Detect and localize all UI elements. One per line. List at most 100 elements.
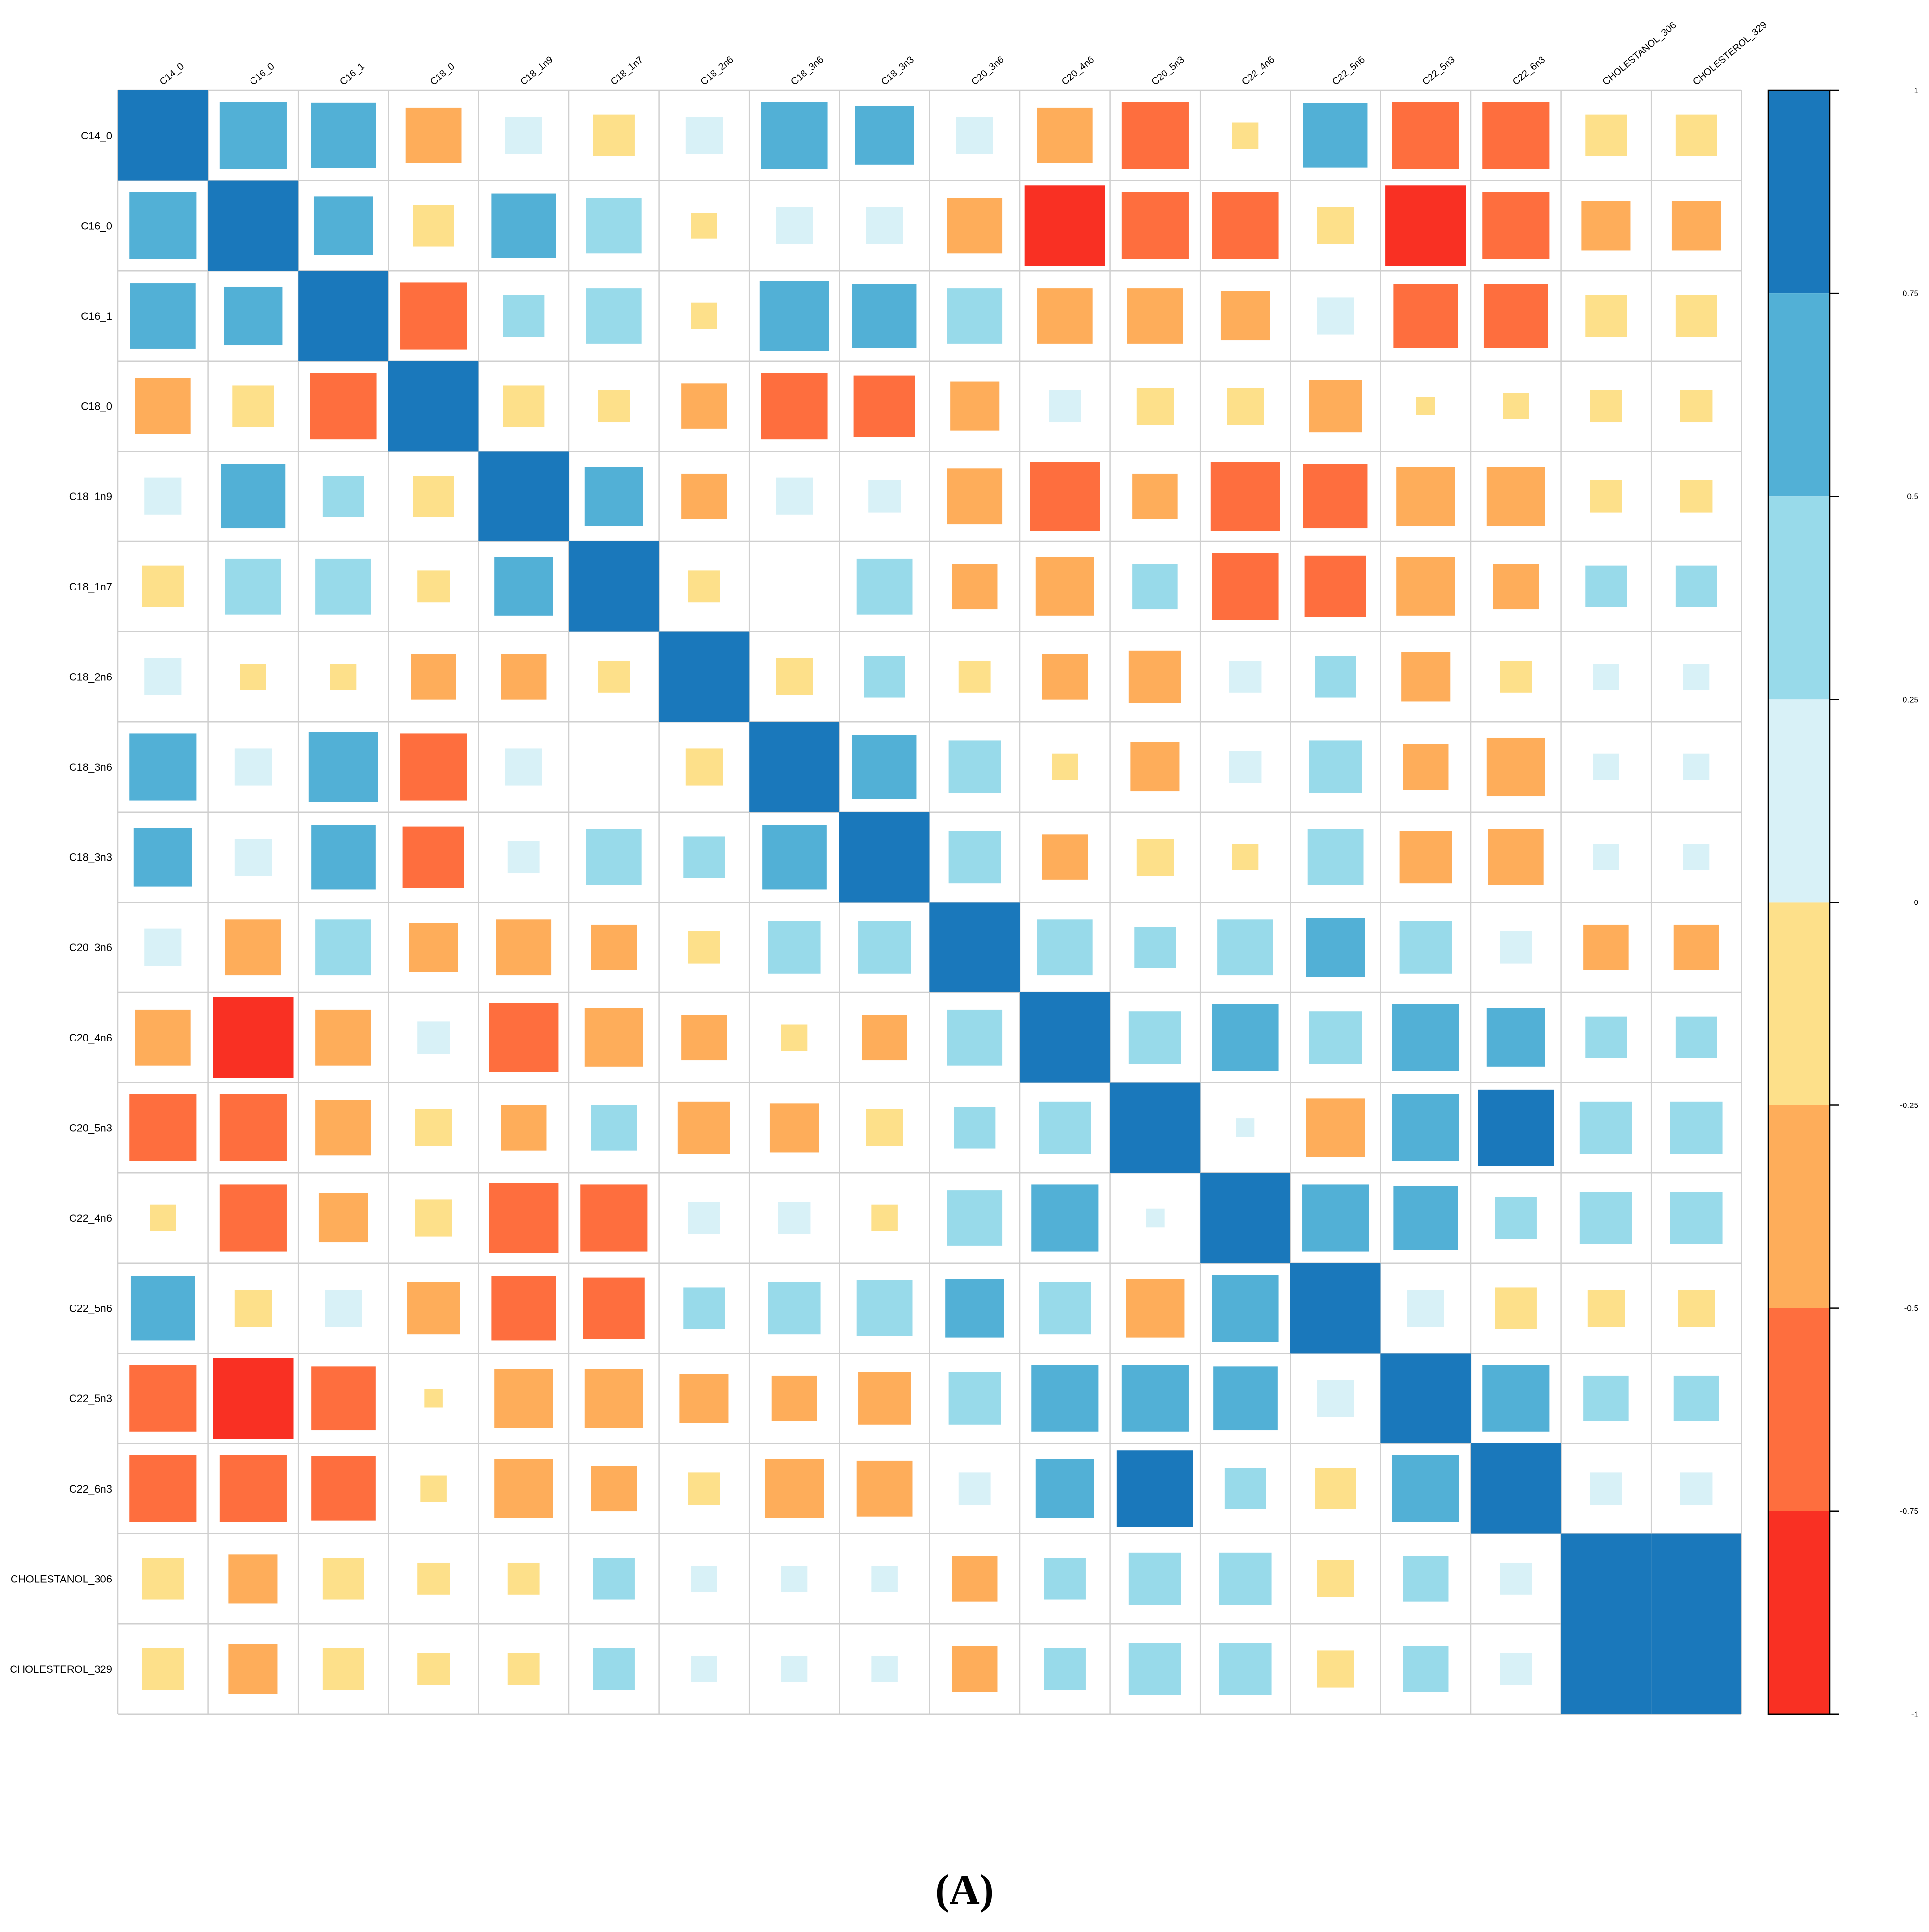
row-label: C18_1n7 — [69, 581, 112, 593]
matrix-cell-C18_3n3-C18_2n6 — [683, 836, 725, 878]
matrix-cell-CHOLESTANOL_306-C16_1 — [322, 1558, 364, 1600]
matrix-cell-C18_1n7-C14_0 — [142, 565, 184, 607]
matrix-cell-C22_5n3-C16_0 — [213, 1358, 294, 1439]
matrix-cell-C18_1n9-CHOLESTEROL_329 — [1680, 480, 1713, 513]
matrix-cell-C18_3n3-CHOLESTEROL_329 — [1683, 844, 1710, 870]
matrix-cell-C16_1-C18_3n6 — [759, 281, 829, 351]
matrix-cell-C20_5n3-C20_5n3 — [1110, 1082, 1201, 1173]
row-label: C22_5n3 — [69, 1393, 112, 1405]
matrix-cell-CHOLESTEROL_329-C20_4n6 — [1044, 1648, 1086, 1690]
matrix-cell-C16_0-C18_1n7 — [586, 198, 642, 254]
matrix-cell-C18_3n6-C22_5n3 — [1403, 744, 1449, 790]
matrix-cell-C18_1n9-C16_0 — [221, 464, 286, 529]
matrix-cell-C18_2n6-C22_4n6 — [1229, 660, 1262, 693]
matrix-cell-CHOLESTANOL_306-CHOLESTANOL_306 — [1561, 1533, 1652, 1624]
matrix-cell-C20_4n6-C14_0 — [135, 1009, 191, 1066]
matrix-cell-C22_6n3-C18_2n6 — [688, 1472, 720, 1505]
row-label: C14_0 — [81, 130, 112, 142]
matrix-cell-C16_0-C22_5n6 — [1317, 207, 1354, 244]
matrix-cell-C16_1-C22_5n3 — [1393, 284, 1458, 348]
matrix-cell-C20_3n6-C18_1n7 — [591, 924, 637, 970]
matrix-cell-C18_1n9-C18_0 — [413, 476, 454, 517]
matrix-cell-CHOLESTANOL_306-C22_4n6 — [1219, 1552, 1272, 1605]
matrix-cell-CHOLESTEROL_329-C18_2n6 — [691, 1656, 717, 1682]
matrix-cell-C18_1n7-CHOLESTANOL_306 — [1585, 565, 1627, 607]
matrix-cell-C18_0-C18_3n6 — [761, 373, 828, 440]
matrix-cell-C18_1n7-C22_5n3 — [1396, 557, 1455, 616]
row-label: C22_6n3 — [69, 1483, 112, 1495]
legend-tick-label: 0.5 — [1907, 492, 1918, 501]
matrix-cell-C20_4n6-C22_6n3 — [1486, 1008, 1545, 1067]
matrix-cell-C22_5n3-C18_1n7 — [584, 1369, 643, 1428]
matrix-cell-C22_4n6-C18_3n6 — [778, 1202, 811, 1234]
matrix-cell-C14_0-C22_5n3 — [1392, 102, 1459, 169]
matrix-cell-CHOLESTEROL_329-C22_6n3 — [1500, 1653, 1532, 1685]
matrix-cell-C22_6n3-C18_1n7 — [591, 1466, 637, 1512]
matrix-cell-C18_2n6-C18_2n6 — [659, 631, 750, 722]
matrix-cell-CHOLESTEROL_329-C20_5n3 — [1128, 1643, 1181, 1695]
matrix-cell-C16_1-C20_4n6 — [1037, 288, 1093, 344]
row-label: C18_0 — [81, 401, 112, 413]
matrix-cell-C16_0-C16_0 — [208, 180, 299, 271]
matrix-cell-C22_5n6-C18_1n9 — [491, 1276, 556, 1341]
matrix-cell-C22_5n3-C18_2n6 — [679, 1374, 729, 1423]
matrix-cell-C22_6n3-CHOLESTANOL_306 — [1590, 1472, 1622, 1505]
matrix-cell-C22_6n3-C16_0 — [219, 1455, 287, 1522]
matrix-cell-C22_5n6-C20_4n6 — [1039, 1282, 1091, 1335]
matrix-cell-C20_5n3-C22_5n3 — [1392, 1094, 1459, 1161]
matrix-cell-C20_4n6-C16_1 — [315, 1009, 371, 1066]
matrix-cell-C22_5n6-C14_0 — [130, 1276, 195, 1341]
matrix-cell-C22_4n6-C20_4n6 — [1031, 1184, 1099, 1252]
matrix-cell-C22_5n6-C16_1 — [325, 1290, 362, 1327]
matrix-cell-C14_0-C22_4n6 — [1232, 122, 1259, 149]
matrix-cell-C18_3n6-CHOLESTANOL_306 — [1593, 753, 1619, 780]
matrix-cell-CHOLESTEROL_329-CHOLESTEROL_329 — [1651, 1624, 1741, 1714]
matrix-cell-C18_1n7-C18_1n7 — [569, 541, 659, 632]
matrix-cell-C18_0-C18_3n3 — [853, 375, 915, 437]
matrix-cell-C18_3n6-CHOLESTEROL_329 — [1683, 753, 1710, 780]
matrix-cell-C16_1-C18_2n6 — [691, 302, 717, 329]
matrix-cell-C22_5n6-CHOLESTANOL_306 — [1587, 1290, 1625, 1327]
matrix-cell-C20_5n3-C20_4n6 — [1039, 1101, 1091, 1154]
row-label: C20_5n3 — [69, 1122, 112, 1134]
matrix-cell-C22_6n3-C20_5n3 — [1116, 1450, 1193, 1527]
matrix-cell-C18_1n7-C22_5n6 — [1304, 555, 1366, 617]
matrix-cell-C14_0-C22_6n3 — [1482, 102, 1550, 169]
matrix-cell-C16_0-C20_5n3 — [1121, 192, 1189, 259]
matrix-cell-CHOLESTANOL_306-C18_1n9 — [507, 1562, 540, 1595]
matrix-cell-C18_3n3-C22_4n6 — [1232, 844, 1259, 870]
matrix-cell-C22_4n6-CHOLESTANOL_306 — [1579, 1192, 1632, 1244]
matrix-cell-C22_5n3-CHOLESTANOL_306 — [1583, 1375, 1629, 1421]
matrix-cell-C18_2n6-C18_0 — [411, 654, 456, 700]
matrix-cell-C20_4n6-C18_0 — [417, 1021, 450, 1054]
matrix-cell-C18_1n7-C18_2n6 — [688, 570, 720, 603]
legend-tick-label: -0.5 — [1904, 1304, 1918, 1313]
matrix-cell-C16_1-C18_3n3 — [852, 284, 917, 348]
matrix-cell-CHOLESTANOL_306-C20_3n6 — [952, 1556, 998, 1602]
matrix-cell-C18_2n6-C16_1 — [330, 664, 357, 690]
matrix-cell-C18_3n6-C18_1n9 — [505, 748, 542, 786]
row-labels: C14_0 C16_0 C16_1 C18_0 C18_1n9 C18_1n7 C18_2n… — [10, 130, 112, 1675]
matrix-cell-C16_1-C18_0 — [400, 282, 467, 350]
column-label: C18_3n6 — [789, 54, 826, 88]
matrix-cell-C18_2n6-C18_1n9 — [501, 654, 547, 700]
matrix-cell-C16_0-C20_3n6 — [947, 198, 1003, 254]
matrix-cell-C18_1n7-C18_1n9 — [494, 557, 553, 616]
row-label: C16_0 — [81, 220, 112, 232]
matrix-cell-C22_4n6-CHOLESTEROL_329 — [1670, 1192, 1723, 1244]
matrix-cell-C20_4n6-C20_5n3 — [1128, 1011, 1181, 1064]
matrix-cell-C22_6n3-C20_4n6 — [1035, 1459, 1094, 1518]
matrix-cell-C18_1n9-CHOLESTANOL_306 — [1590, 480, 1622, 513]
matrix-cell-C18_3n6-C18_3n3 — [852, 735, 917, 799]
matrix-cell-C16_1-C22_6n3 — [1483, 284, 1548, 348]
legend-tick-label: -1 — [1911, 1710, 1918, 1719]
column-label: C16_0 — [248, 61, 276, 88]
matrix-cell-CHOLESTANOL_306-C18_2n6 — [691, 1566, 717, 1592]
column-labels: C14_0 C16_0 C16_1 C18_0 C18_1n9 C18_1n7 C18_2n… — [158, 20, 1769, 88]
matrix-cells — [118, 90, 1741, 1714]
matrix-cell-CHOLESTANOL_306-C22_5n6 — [1317, 1560, 1354, 1597]
matrix-cell-C18_3n6-C20_3n6 — [948, 740, 1001, 793]
matrix-cell-C18_1n9-C22_6n3 — [1486, 467, 1545, 526]
matrix-cell-C16_0-C16_1 — [313, 196, 373, 255]
matrix-cell-C22_6n3-C14_0 — [129, 1455, 197, 1522]
